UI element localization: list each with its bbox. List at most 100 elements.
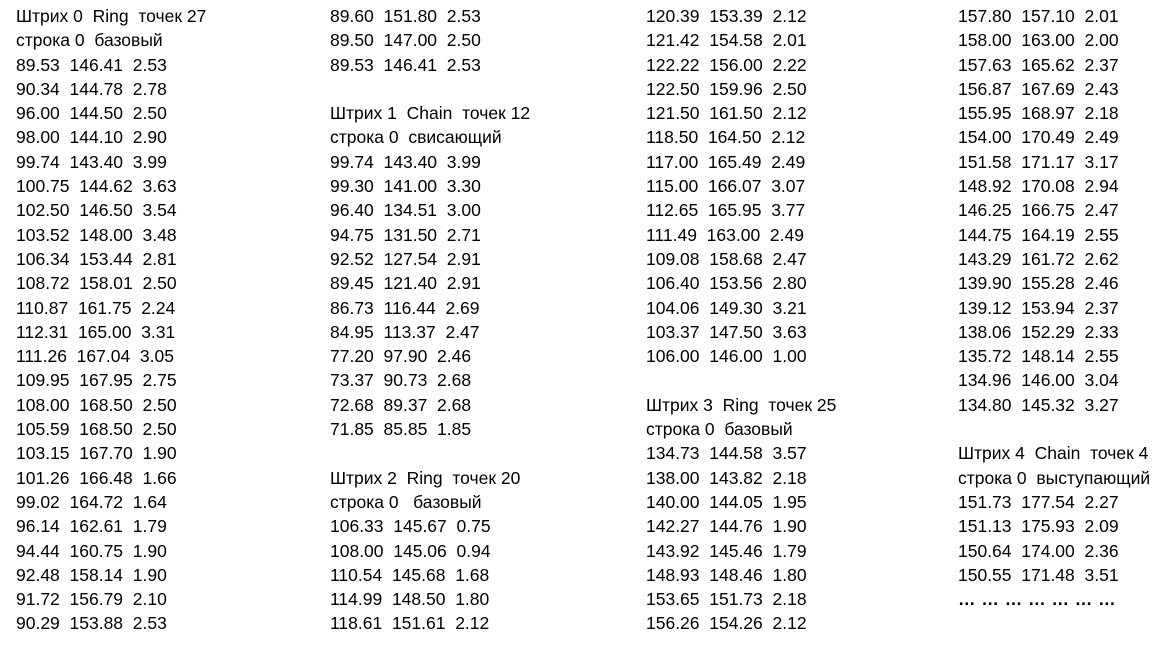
data-row: 122.50 159.96 2.50 — [646, 78, 807, 99]
data-row: 96.00 144.50 2.50 — [16, 103, 167, 124]
data-row: 150.64 174.00 2.36 — [958, 540, 1119, 561]
data-row: 94.44 160.75 1.90 — [16, 540, 167, 561]
data-row: 139.12 153.94 2.37 — [958, 297, 1119, 318]
stroke-header: Штрих 0 Ring точек 27 — [16, 6, 207, 26]
row-type-label: строка 0 базовый — [16, 30, 163, 51]
data-row: 92.48 158.14 1.90 — [16, 564, 167, 585]
data-row: 153.65 151.73 2.18 — [646, 589, 807, 610]
data-row: 148.92 170.08 2.94 — [958, 176, 1119, 197]
data-row: 92.52 127.54 2.91 — [330, 248, 481, 269]
data-row: 156.26 154.26 2.12 — [646, 613, 807, 634]
data-row: 89.60 151.80 2.53 — [330, 6, 481, 26]
data-row: 103.15 167.70 1.90 — [16, 443, 177, 464]
data-row: 72.68 89.37 2.68 — [330, 394, 472, 415]
text-column-1: Штрих 0 Ring точек 27 строка 0 базовый 89.… — [16, 4, 316, 636]
data-row: 108.00 168.50 2.50 — [16, 394, 177, 415]
data-row: 106.40 153.56 2.80 — [646, 273, 807, 294]
data-row: 142.27 144.76 1.90 — [646, 516, 807, 537]
data-row: 114.99 148.50 1.80 — [330, 589, 490, 610]
data-row: 151.73 177.54 2.27 — [958, 491, 1119, 512]
data-row: 144.75 164.19 2.55 — [958, 224, 1119, 245]
data-row: 139.90 155.28 2.46 — [958, 273, 1119, 294]
data-row: 90.29 153.88 2.53 — [16, 613, 167, 634]
data-row: 105.59 168.50 2.50 — [16, 419, 177, 440]
data-row: 157.80 157.10 2.01 — [958, 6, 1119, 26]
data-row: 106.34 153.44 2.81 — [16, 248, 177, 269]
data-row: 115.00 166.07 3.07 — [646, 176, 806, 197]
blank-line — [958, 417, 1170, 441]
data-row: 103.37 147.50 3.63 — [646, 321, 807, 342]
data-row: 134.96 146.00 3.04 — [958, 370, 1119, 391]
data-row: 108.00 145.06 0.94 — [330, 540, 491, 561]
data-row: 96.14 162.61 1.79 — [16, 516, 167, 537]
row-type-label: строка 0 базовый — [646, 419, 793, 440]
data-row: 140.00 144.05 1.95 — [646, 491, 807, 512]
data-row: 151.58 171.17 3.17 — [958, 151, 1119, 172]
data-row: 86.73 116.44 2.69 — [330, 297, 480, 318]
blank-line — [330, 77, 630, 101]
data-row: 99.74 143.40 3.99 — [16, 151, 167, 172]
data-row: 112.31 165.00 3.31 — [16, 321, 176, 342]
data-row: 110.87 161.75 2.24 — [16, 297, 176, 318]
data-row: 106.00 146.00 1.00 — [646, 346, 807, 367]
data-row: 99.74 143.40 3.99 — [330, 151, 481, 172]
row-type-label: строка 0 выступающий — [958, 467, 1151, 488]
data-row: 138.00 143.82 2.18 — [646, 467, 807, 488]
data-row: 146.25 166.75 2.47 — [958, 200, 1119, 221]
text-column-2: 89.60 151.80 2.53 89.50 147.00 2.50 89.53 … — [330, 4, 630, 636]
row-type-label: строка 0 свисающий — [330, 127, 502, 148]
data-row: 143.92 145.46 1.79 — [646, 540, 807, 561]
data-row: 73.37 90.73 2.68 — [330, 370, 472, 391]
text-column-4: 157.80 157.10 2.01 158.00 163.00 2.00 157.… — [958, 4, 1170, 611]
data-row: 111.26 167.04 3.05 — [16, 346, 174, 367]
data-row: 143.29 161.72 2.62 — [958, 248, 1119, 269]
text-column-3: 120.39 153.39 2.12 121.42 154.58 2.01 122.… — [646, 4, 946, 636]
data-row: 98.00 144.10 2.90 — [16, 127, 167, 148]
data-row: 156.87 167.69 2.43 — [958, 78, 1119, 99]
data-row: 117.00 165.49 2.49 — [646, 151, 806, 172]
data-row: 90.34 144.78 2.78 — [16, 78, 167, 99]
data-row: 134.73 144.58 3.57 — [646, 443, 807, 464]
stroke-header: Штрих 3 Ring точек 25 — [646, 394, 837, 415]
data-row: 154.00 170.49 2.49 — [958, 127, 1119, 148]
data-row: 151.13 175.93 2.09 — [958, 516, 1119, 537]
data-row: 96.40 134.51 3.00 — [330, 200, 481, 221]
data-row: 158.00 163.00 2.00 — [958, 30, 1119, 51]
data-row: 150.55 171.48 3.51 — [958, 564, 1119, 585]
stroke-header: Штрих 4 Chain точек 4 — [958, 443, 1149, 464]
data-row: 118.50 164.50 2.12 — [646, 127, 806, 148]
data-row: 104.06 149.30 3.21 — [646, 297, 807, 318]
data-row: 99.30 141.00 3.30 — [330, 176, 481, 197]
data-row: 111.49 163.00 2.49 — [646, 224, 804, 245]
data-row: 109.95 167.95 2.75 — [16, 370, 177, 391]
data-row: 99.02 164.72 1.64 — [16, 491, 167, 512]
ellipsis-line: … … … … … … … — [958, 589, 1117, 610]
data-row: 118.61 151.61 2.12 — [330, 613, 490, 634]
data-row: 110.54 145.68 1.68 — [330, 564, 490, 585]
data-row: 91.72 156.79 2.10 — [16, 589, 167, 610]
data-row: 103.52 148.00 3.48 — [16, 224, 177, 245]
data-row: 106.33 145.67 0.75 — [330, 516, 491, 537]
blank-line — [330, 441, 630, 465]
data-row: 138.06 152.29 2.33 — [958, 321, 1119, 342]
stroke-header: Штрих 2 Ring точек 20 — [330, 467, 521, 488]
data-row: 135.72 148.14 2.55 — [958, 346, 1119, 367]
data-row: 89.45 121.40 2.91 — [330, 273, 481, 294]
data-row: 108.72 158.01 2.50 — [16, 273, 177, 294]
data-row: 148.93 148.46 1.80 — [646, 564, 807, 585]
row-type-label: строка 0 базовый — [330, 491, 482, 512]
data-row: 77.20 97.90 2.46 — [330, 346, 472, 367]
data-row: 100.75 144.62 3.63 — [16, 176, 177, 197]
data-row: 89.53 146.41 2.53 — [16, 54, 167, 75]
data-row: 121.42 154.58 2.01 — [646, 30, 807, 51]
data-row: 84.95 113.37 2.47 — [330, 321, 480, 342]
data-row: 122.22 156.00 2.22 — [646, 54, 807, 75]
stroke-header: Штрих 1 Chain точек 12 — [330, 103, 531, 124]
data-row: 155.95 168.97 2.18 — [958, 103, 1119, 124]
data-row: 109.08 158.68 2.47 — [646, 248, 807, 269]
data-row: 101.26 166.48 1.66 — [16, 467, 177, 488]
data-row: 94.75 131.50 2.71 — [330, 224, 481, 245]
data-row: 89.53 146.41 2.53 — [330, 54, 481, 75]
data-row: 121.50 161.50 2.12 — [646, 103, 807, 124]
